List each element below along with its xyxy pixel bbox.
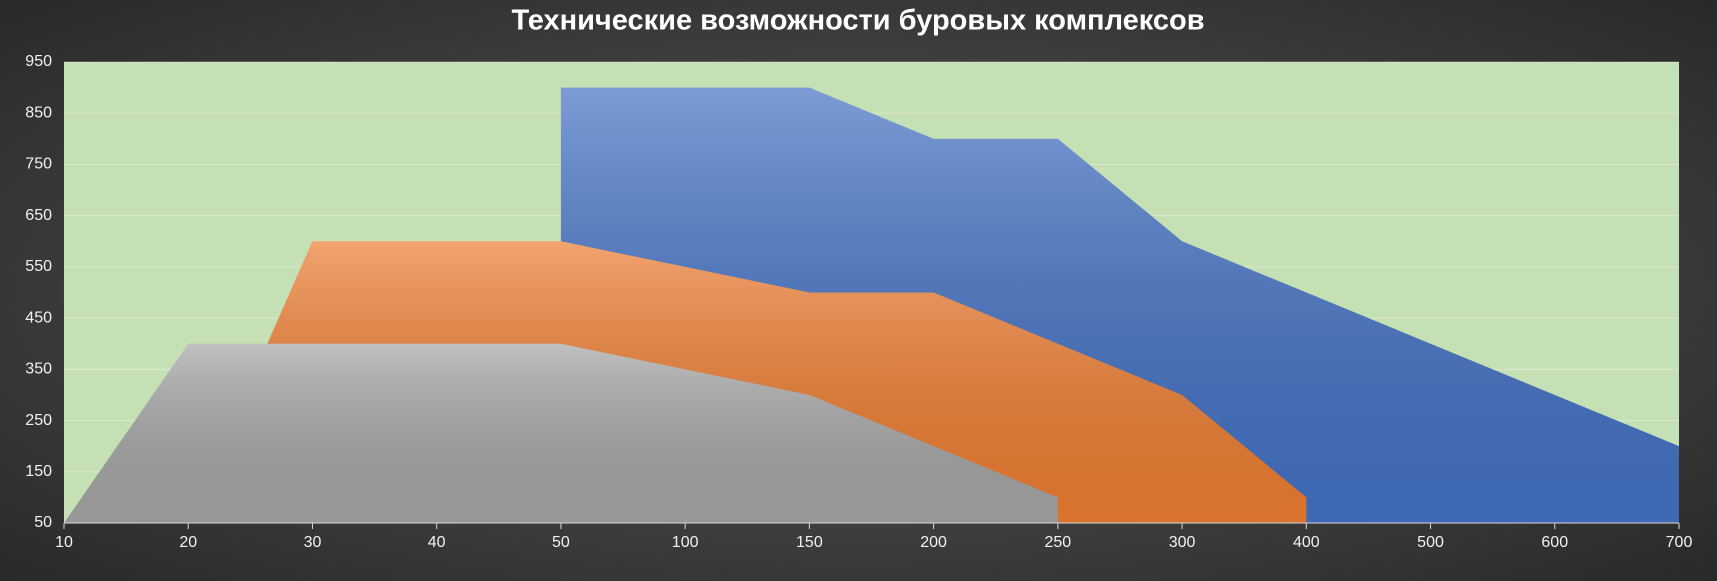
x-tick-label: 40 [428,534,446,551]
x-tick-label: 20 [179,534,197,551]
x-tick-label: 600 [1541,534,1568,551]
x-tick-label: 300 [1169,534,1196,551]
x-tick-label: 150 [796,534,823,551]
x-tick-label: 30 [304,534,322,551]
y-tick-label: 350 [25,361,52,378]
y-tick-label: 950 [25,53,52,70]
y-tick-label: 150 [25,463,52,480]
y-tick-label: 450 [25,309,52,326]
x-tick-label: 700 [1666,534,1693,551]
x-tick-label: 50 [552,534,570,551]
y-tick-label: 750 [25,156,52,173]
y-tick-label: 850 [25,104,52,121]
x-tick-label: 200 [920,534,947,551]
area-shade [64,343,1058,523]
x-tick-label: 100 [672,534,699,551]
x-tick-label: 250 [1044,534,1071,551]
x-tick-label: 500 [1417,534,1444,551]
y-tick-label: 650 [25,207,52,224]
chart-title: Технические возможности буровых комплекс… [511,5,1204,37]
y-tick-label: 250 [25,412,52,429]
x-tick-label: 10 [55,534,73,551]
x-tick-label: 400 [1293,534,1320,551]
y-tick-label: 550 [25,258,52,275]
y-tick-label: 50 [34,514,52,531]
